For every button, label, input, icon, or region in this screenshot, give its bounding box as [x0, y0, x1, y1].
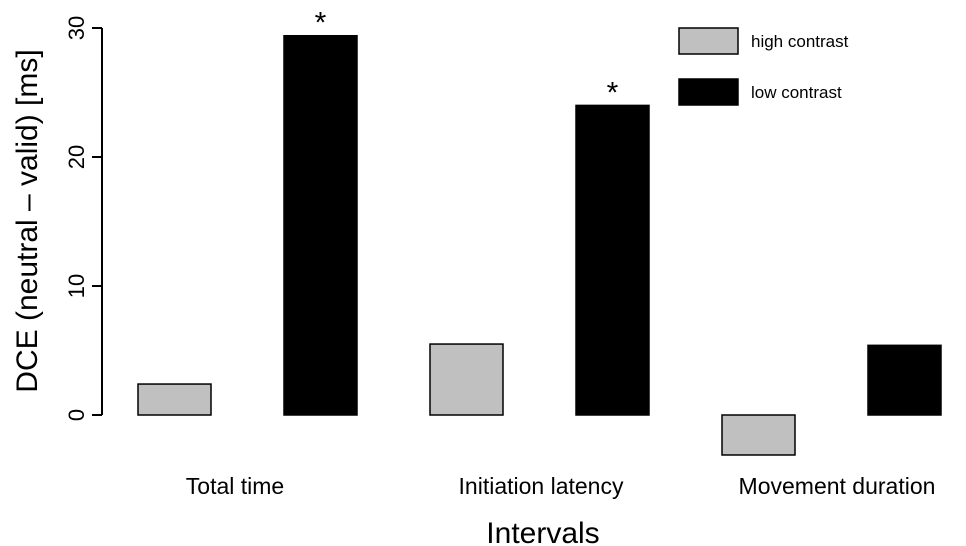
- legend-swatch: [678, 78, 739, 106]
- y-tick-label: 10: [64, 274, 89, 298]
- y-tick-label: 0: [64, 409, 89, 421]
- bars: [137, 34, 942, 456]
- y-tick-label: 20: [64, 145, 89, 169]
- bar-low-contrast-1: [575, 104, 650, 416]
- legend-swatch: [678, 27, 739, 55]
- bar-low-contrast-0: [283, 34, 358, 416]
- significance-star: *: [607, 76, 619, 109]
- y-axis: 0 10 20 30: [64, 16, 103, 421]
- y-axis-title: DCE (neutral – valid) [ms]: [11, 49, 44, 392]
- legend-label: low contrast: [751, 83, 842, 102]
- legend-label: high contrast: [751, 32, 849, 51]
- bar-high-contrast-2: [721, 414, 796, 456]
- significance-star: *: [315, 7, 327, 40]
- x-axis-labels: Total time Initiation latency Movement dur…: [186, 473, 936, 499]
- bar-low-contrast-2: [867, 344, 942, 416]
- category-label: Initiation latency: [459, 473, 624, 499]
- bar-high-contrast-0: [137, 383, 212, 416]
- category-label: Total time: [186, 473, 284, 499]
- x-axis-title: Intervals: [486, 517, 599, 546]
- legend: high contrast low contrast: [678, 27, 849, 106]
- category-label: Movement duration: [739, 473, 936, 499]
- bar-high-contrast-1: [429, 343, 504, 416]
- y-tick-label: 30: [64, 16, 89, 40]
- annotations: **: [315, 7, 619, 110]
